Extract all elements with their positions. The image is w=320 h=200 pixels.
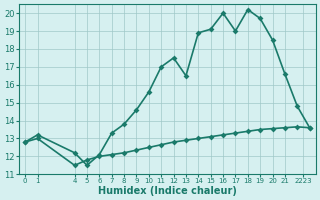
X-axis label: Humidex (Indice chaleur): Humidex (Indice chaleur) — [98, 186, 237, 196]
